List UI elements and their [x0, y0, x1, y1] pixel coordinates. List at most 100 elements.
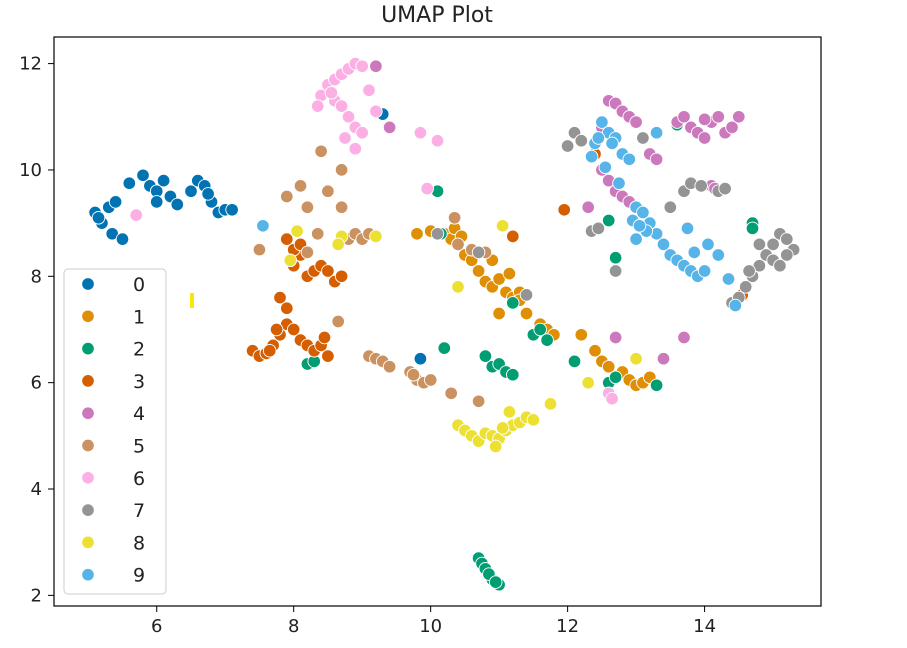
data-point-class-4	[711, 110, 726, 124]
data-point-class-7	[430, 227, 445, 241]
data-point-class-5	[334, 163, 349, 177]
data-point-class-6	[420, 181, 434, 196]
data-point-class-7	[471, 245, 486, 260]
data-point-class-9	[711, 248, 726, 262]
legend-label-3: 3	[133, 371, 145, 393]
y-axis: 2 4 6 8 10 12	[19, 54, 54, 606]
data-point-class-0	[115, 232, 130, 246]
data-point-class-4	[677, 330, 691, 345]
legend-marker-3	[81, 374, 95, 388]
data-point-class-4	[725, 120, 739, 135]
legend-label-2: 2	[133, 339, 145, 361]
data-point-class-2	[608, 250, 623, 265]
data-point-class-9	[591, 131, 606, 145]
data-point-class-7	[742, 264, 756, 278]
data-point-class-7	[591, 221, 606, 236]
legend-marker-1	[81, 309, 95, 324]
data-point-class-9	[598, 160, 613, 175]
data-point-class-3	[280, 232, 294, 246]
x-tick-label: 8	[288, 616, 299, 637]
scatter-points	[88, 56, 801, 592]
data-point-class-9	[595, 115, 609, 129]
x-tick-label: 10	[419, 616, 442, 637]
data-point-class-9	[656, 237, 671, 252]
data-point-class-5	[310, 227, 325, 241]
legend-label-9: 9	[133, 565, 145, 587]
data-point-class-3	[273, 290, 287, 305]
data-point-class-9	[256, 219, 270, 233]
data-point-class-9	[605, 136, 619, 151]
data-point-class-8	[290, 224, 304, 238]
y-tick-label: 12	[19, 54, 42, 75]
data-point-class-9	[680, 221, 695, 236]
data-point-class-4	[608, 330, 623, 345]
data-point-class-3	[269, 322, 284, 337]
data-point-class-2	[540, 333, 554, 347]
legend-marker-4	[81, 406, 95, 420]
data-point-class-4	[732, 110, 746, 124]
legend-marker-2	[81, 341, 95, 356]
data-point-class-6	[334, 99, 349, 113]
data-point-class-0	[201, 187, 215, 201]
data-point-class-8	[502, 405, 517, 419]
data-point-class-6	[341, 110, 356, 124]
data-point-class-9	[697, 264, 712, 278]
x-tick-label: 14	[693, 616, 716, 637]
data-point-class-8	[526, 413, 541, 427]
data-point-class-9	[584, 149, 599, 164]
legend-label-4: 4	[133, 403, 145, 425]
data-point-class-7	[752, 237, 767, 252]
data-point-class-6	[324, 86, 339, 100]
data-point-class-6	[310, 99, 325, 113]
data-point-class-5	[423, 373, 438, 387]
data-point-class-5	[406, 367, 421, 382]
data-point-class-9	[721, 272, 736, 286]
data-point-class-6	[348, 141, 363, 156]
data-point-class-3	[286, 322, 301, 337]
data-point-class-6	[413, 125, 428, 140]
data-point-class-3	[280, 301, 294, 315]
y-tick-label: 2	[31, 585, 42, 606]
data-point-class-7	[663, 200, 678, 214]
data-point-class-2	[649, 378, 664, 393]
data-point-class-2	[437, 341, 452, 355]
y-tick-label: 8	[31, 266, 42, 287]
data-point-class-7	[560, 139, 575, 153]
data-point-class-8	[488, 439, 503, 454]
data-point-class-4	[629, 115, 643, 129]
data-point-class-7	[694, 179, 708, 193]
data-point-class-0	[108, 195, 123, 209]
data-point-class-7	[780, 248, 794, 262]
data-point-class-2	[745, 221, 760, 236]
data-point-class-2	[506, 296, 520, 310]
data-point-class-3	[317, 330, 332, 345]
data-point-class-6	[129, 208, 143, 222]
legend-marker-9	[81, 567, 95, 582]
legend-marker-5	[81, 438, 95, 453]
data-point-class-8	[283, 253, 298, 268]
data-point-class-2	[601, 213, 616, 228]
data-point-class-4	[581, 200, 595, 214]
data-point-class-3	[334, 269, 349, 284]
data-point-class-5	[280, 189, 294, 204]
data-point-class-3	[321, 349, 335, 363]
data-point-class-7	[773, 258, 787, 273]
data-point-class-9	[632, 219, 647, 233]
data-point-class-0	[225, 203, 239, 217]
data-point-class-7	[780, 232, 794, 246]
data-point-class-6	[605, 391, 619, 406]
data-point-class-8	[451, 280, 465, 294]
data-point-class-5	[314, 144, 328, 159]
data-point-class-5	[444, 386, 458, 401]
data-point-class-6	[430, 133, 445, 148]
data-point-class-2	[478, 349, 493, 363]
data-point-class-6	[355, 59, 369, 73]
data-point-class-9	[636, 205, 650, 220]
y-tick-label: 4	[31, 479, 42, 500]
data-point-class-4	[697, 112, 712, 127]
data-point-class-5	[331, 314, 345, 329]
legend-label-6: 6	[133, 468, 145, 490]
data-point-class-8	[543, 397, 558, 411]
data-point-class-3	[506, 229, 520, 244]
data-point-class-9	[629, 232, 643, 246]
